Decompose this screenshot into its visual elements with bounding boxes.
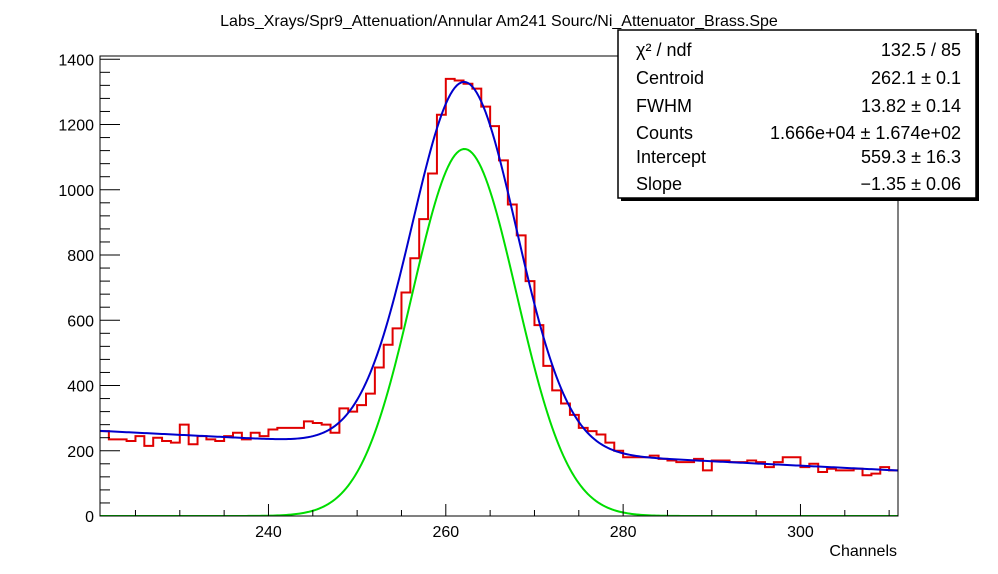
stats-box: χ² / ndf 132.5 / 85 Centroid 262.1 ± 0.1 FWH… <box>617 29 979 201</box>
y-tick-label: 400 <box>67 379 94 396</box>
stats-row-value: 559.3 ± 16.3 <box>861 147 961 167</box>
stats-row-name: FWHM <box>636 96 692 116</box>
stats-row-value: 262.1 ± 0.1 <box>871 68 961 88</box>
stats-box-frame <box>617 29 977 199</box>
stats-row-name: Counts <box>636 123 693 143</box>
axes: 240 260 280 300 0 200 400 600 800 1000 1200 1400 <box>58 52 899 541</box>
gaussian-fit-curve <box>100 148 898 516</box>
y-tick-label: 1200 <box>58 118 94 135</box>
y-tick-label: 1400 <box>58 52 94 69</box>
x-tick-label: 300 <box>787 524 814 541</box>
stats-row-value: 132.5 / 85 <box>881 40 961 60</box>
stats-row-value: 13.82 ± 0.14 <box>861 96 961 116</box>
x-axis-label: Channels <box>829 543 897 560</box>
stats-row-value: 1.666e+04 ± 1.674e+02 <box>770 123 961 143</box>
stats-row-name: Centroid <box>636 68 704 88</box>
x-tick-label: 280 <box>610 524 637 541</box>
stats-row-name: Slope <box>636 174 682 194</box>
total-fit-curve <box>100 80 898 472</box>
y-tick-label: 600 <box>67 313 94 330</box>
chart-title: Labs_Xrays/Spr9_Attenuation/Annular Am24… <box>220 13 778 30</box>
stats-row-value: −1.35 ± 0.06 <box>861 174 961 194</box>
x-tick-label: 240 <box>255 524 282 541</box>
histogram-series <box>100 77 898 477</box>
plot-frame <box>99 55 899 517</box>
stats-row-name: χ² / ndf <box>636 40 692 60</box>
y-tick-label: 200 <box>67 444 94 461</box>
x-tick-label: 260 <box>432 524 459 541</box>
y-tick-label: 800 <box>67 248 94 265</box>
y-tick-label: 0 <box>85 509 94 526</box>
stats-row-name: Intercept <box>636 147 706 167</box>
y-tick-label: 1000 <box>58 183 94 200</box>
